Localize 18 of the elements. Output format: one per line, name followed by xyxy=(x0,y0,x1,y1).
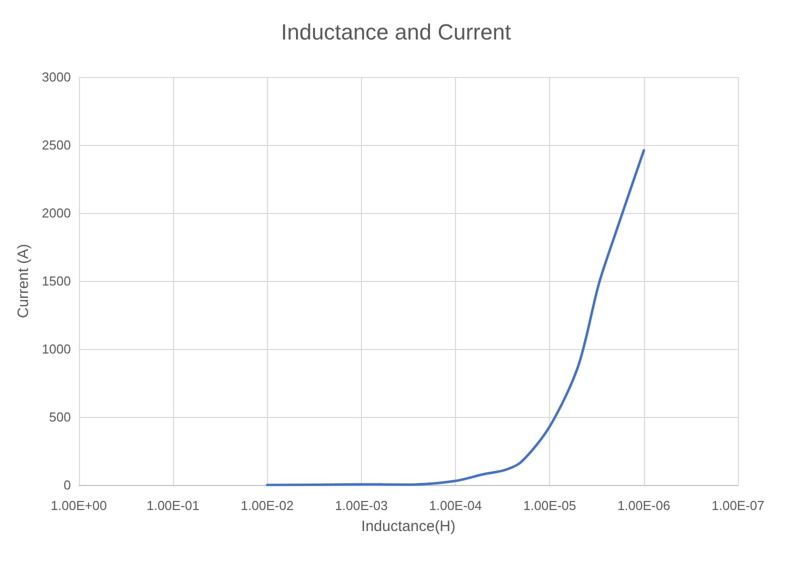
y-tick-label: 2500 xyxy=(42,138,71,152)
x-tick-label: 1.00E-02 xyxy=(240,498,294,513)
y-tick-label: 3000 xyxy=(42,70,71,84)
y-tick-label: 1000 xyxy=(42,342,71,356)
x-tick-label: 1.00E-03 xyxy=(334,498,388,513)
x-tick-label: 1.00E-04 xyxy=(429,498,482,513)
y-tick-label: 500 xyxy=(49,410,71,424)
chart-title: Inductance and Current xyxy=(281,20,511,44)
y-axis-title: Current (A) xyxy=(15,244,32,318)
x-tick-label: 1.00E+00 xyxy=(50,498,107,513)
x-tick-label: 1.00E-05 xyxy=(523,498,576,513)
x-tick-label: 1.00E-01 xyxy=(146,498,200,513)
x-tick-label: 1.00E-07 xyxy=(712,498,764,513)
y-tick-label: 2000 xyxy=(42,206,71,220)
x-axis-title: Inductance(H) xyxy=(361,518,456,535)
x-tick-label: 1.00E-06 xyxy=(617,498,670,513)
y-tick-label: 1500 xyxy=(42,274,71,288)
y-tick-label: 0 xyxy=(64,478,71,492)
